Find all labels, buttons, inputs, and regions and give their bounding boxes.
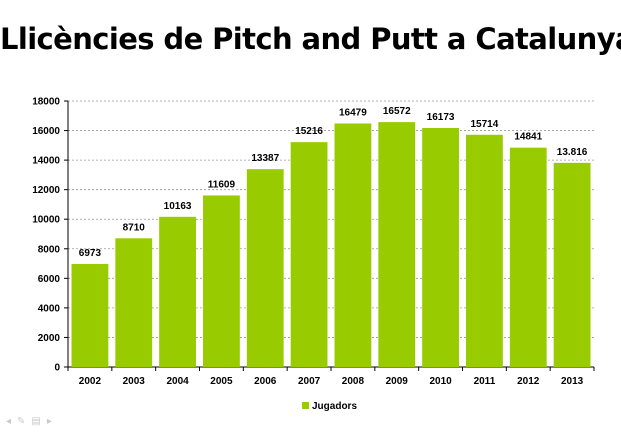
data-label: 16173 bbox=[427, 112, 455, 123]
x-tick-label: 2005 bbox=[210, 376, 233, 387]
legend-label: Jugadors bbox=[312, 401, 357, 412]
y-tick-label: 10000 bbox=[32, 215, 60, 226]
y-tick-label: 14000 bbox=[32, 156, 60, 167]
axes bbox=[64, 100, 595, 371]
bar bbox=[509, 147, 547, 367]
data-labels: 6973 8710 10163 11609 13387 15216 16479 16572 16… bbox=[79, 106, 588, 259]
y-tick-label: 12000 bbox=[32, 185, 60, 196]
legend-swatch bbox=[302, 402, 309, 409]
x-tick-label: 2004 bbox=[166, 376, 189, 387]
data-label: 14841 bbox=[514, 132, 542, 143]
x-tick-label: 2003 bbox=[123, 376, 146, 387]
x-tick-label: 2010 bbox=[429, 376, 452, 387]
y-tick-label: 8000 bbox=[38, 244, 61, 255]
bar bbox=[71, 263, 109, 367]
pen-icon[interactable]: ✎ bbox=[17, 416, 26, 427]
data-label: 16479 bbox=[339, 107, 367, 118]
bars bbox=[71, 122, 591, 368]
data-label: 15216 bbox=[295, 126, 323, 137]
data-label: 15714 bbox=[471, 119, 499, 130]
slide-nav: ◂ ✎ ▤ ▸ bbox=[6, 417, 52, 427]
x-tick-label: 2012 bbox=[517, 376, 540, 387]
x-tick-label: 2011 bbox=[474, 376, 496, 387]
bar bbox=[159, 216, 196, 367]
x-tick-label: 2007 bbox=[298, 376, 321, 387]
x-tick-label: 2006 bbox=[254, 376, 277, 387]
y-tick-label: 2000 bbox=[38, 333, 61, 344]
bar bbox=[115, 238, 153, 367]
x-tick-label: 2008 bbox=[342, 376, 365, 387]
bar bbox=[246, 169, 284, 367]
y-tick-label: 6000 bbox=[38, 274, 61, 285]
slide-title: Llicències de Pitch and Putt a Catalunya bbox=[0, 22, 621, 56]
y-tick-label: 0 bbox=[54, 363, 60, 374]
data-label: 8710 bbox=[123, 222, 146, 233]
bar bbox=[203, 195, 240, 367]
x-tick-label: 2013 bbox=[561, 376, 584, 387]
y-tick-label: 18000 bbox=[32, 97, 60, 108]
y-tick-label: 16000 bbox=[32, 126, 60, 137]
data-label: 13.816 bbox=[557, 147, 588, 158]
bar bbox=[378, 122, 416, 368]
legend: Jugadors bbox=[302, 401, 357, 412]
data-label: 10163 bbox=[164, 201, 192, 212]
data-label: 13387 bbox=[251, 153, 279, 164]
data-label: 6973 bbox=[79, 248, 102, 259]
arrow-left-icon[interactable]: ◂ bbox=[6, 416, 12, 427]
bar bbox=[422, 127, 459, 368]
bar bbox=[290, 142, 328, 367]
data-label: 16572 bbox=[383, 106, 411, 117]
x-tick-label: 2002 bbox=[79, 376, 102, 387]
arrow-right-icon[interactable]: ▸ bbox=[46, 416, 52, 427]
x-tick-label: 2009 bbox=[386, 376, 409, 387]
menu-icon[interactable]: ▤ bbox=[31, 416, 41, 427]
bar bbox=[466, 134, 503, 367]
y-tick-label: 4000 bbox=[38, 303, 61, 314]
bar bbox=[334, 123, 372, 368]
tick-labels: 0 2000 4000 6000 8000 10000 12000 14000 16000 180… bbox=[32, 97, 583, 388]
bar bbox=[553, 162, 591, 367]
data-label: 11609 bbox=[208, 179, 236, 190]
